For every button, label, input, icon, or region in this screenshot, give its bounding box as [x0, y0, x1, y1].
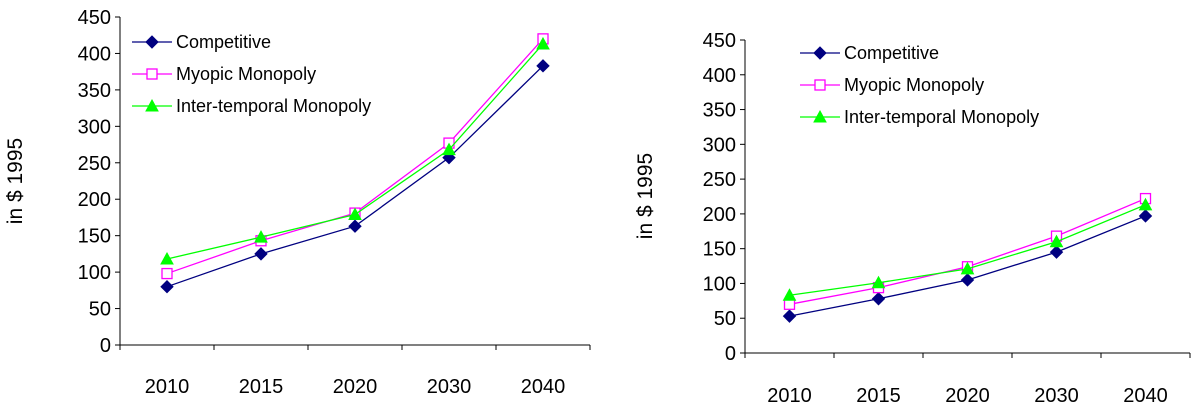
data-point — [1138, 197, 1153, 211]
data-point — [871, 292, 886, 306]
data-point — [348, 207, 362, 221]
data-point — [871, 275, 886, 289]
data-point — [348, 219, 362, 233]
y-tick-label: 350 — [703, 100, 736, 122]
data-point — [782, 288, 797, 301]
legend-label: Myopic Monopoly — [176, 64, 316, 84]
y-tick-label: 0 — [725, 343, 736, 365]
legend-marker — [145, 98, 159, 112]
y-axis-label: in $ 1995 — [4, 138, 27, 224]
y-tick-label: 400 — [78, 43, 111, 65]
series-line-1 — [789, 197, 1146, 305]
y-tick-label: 350 — [78, 80, 111, 102]
y-tick-label: 100 — [78, 262, 111, 284]
x-tick-label: 2010 — [767, 385, 812, 407]
data-point — [1138, 209, 1153, 223]
y-tick-label: 50 — [89, 299, 111, 321]
data-point — [160, 251, 174, 265]
x-tick-label: 2015 — [856, 385, 901, 407]
data-point — [782, 309, 797, 323]
legend-marker — [813, 46, 827, 60]
y-tick-label: 100 — [703, 273, 736, 295]
legend-label: Competitive — [844, 43, 939, 63]
x-tick-label: 2040 — [521, 376, 566, 398]
data-point — [1049, 245, 1064, 259]
chart-left: 0 50 100 150 200 250 300 350 400 450 2010 2015 2020 2… — [0, 0, 600, 411]
data-point — [536, 59, 550, 73]
chart-right-svg: 0 50 100 150 200 250 300 350 400 450 2010 2015 2020 2… — [634, 30, 1191, 407]
chart-left-svg: 0 50 100 150 200 250 300 350 400 450 2010 2015 2020 2… — [4, 7, 591, 398]
y-tick-label: 200 — [78, 189, 111, 211]
y-tick-label: 150 — [78, 226, 111, 248]
legend-marker — [146, 68, 158, 80]
data-point — [160, 279, 174, 294]
y-tick-label: 250 — [78, 153, 111, 175]
data-point — [1049, 234, 1064, 248]
legend-marker — [813, 109, 827, 123]
data-point — [960, 261, 975, 275]
y-tick-label: 300 — [703, 134, 736, 156]
y-tick-label: 450 — [78, 7, 111, 29]
y-tick-label: 200 — [703, 204, 736, 226]
data-point — [254, 247, 268, 261]
data-point — [783, 298, 796, 310]
legend-label: Competitive — [176, 32, 271, 52]
y-tick-label: 250 — [703, 169, 736, 191]
y-tick-label: 450 — [703, 30, 736, 52]
x-tick-label: 2030 — [1034, 385, 1079, 407]
x-tick-label: 2020 — [333, 376, 378, 398]
data-point — [254, 230, 268, 243]
y-tick-label: 300 — [78, 116, 111, 138]
data-point — [161, 267, 173, 280]
data-point — [442, 142, 456, 156]
legend-label: Inter-temporal Monopoly — [176, 96, 371, 116]
data-point — [536, 36, 550, 50]
y-axis-label: in $ 1995 — [634, 153, 657, 239]
y-tick-label: 150 — [703, 239, 736, 261]
legend-marker — [814, 79, 826, 91]
chart-right: 0 50 100 150 200 250 300 350 400 450 2010 2015 2020 2… — [600, 0, 1199, 411]
x-tick-label: 2015 — [239, 376, 284, 398]
legend-marker — [145, 35, 159, 49]
y-tick-label: 50 — [714, 308, 736, 330]
y-tick-label: 0 — [100, 335, 111, 357]
x-tick-label: 2030 — [427, 376, 472, 398]
x-tick-label: 2010 — [145, 376, 190, 398]
legend-label: Inter-temporal Monopoly — [844, 107, 1039, 127]
y-tick-label: 400 — [703, 65, 736, 87]
x-tick-label: 2040 — [1123, 385, 1168, 407]
legend-label: Myopic Monopoly — [844, 75, 984, 95]
data-point — [960, 273, 975, 287]
x-tick-label: 2020 — [945, 385, 990, 407]
